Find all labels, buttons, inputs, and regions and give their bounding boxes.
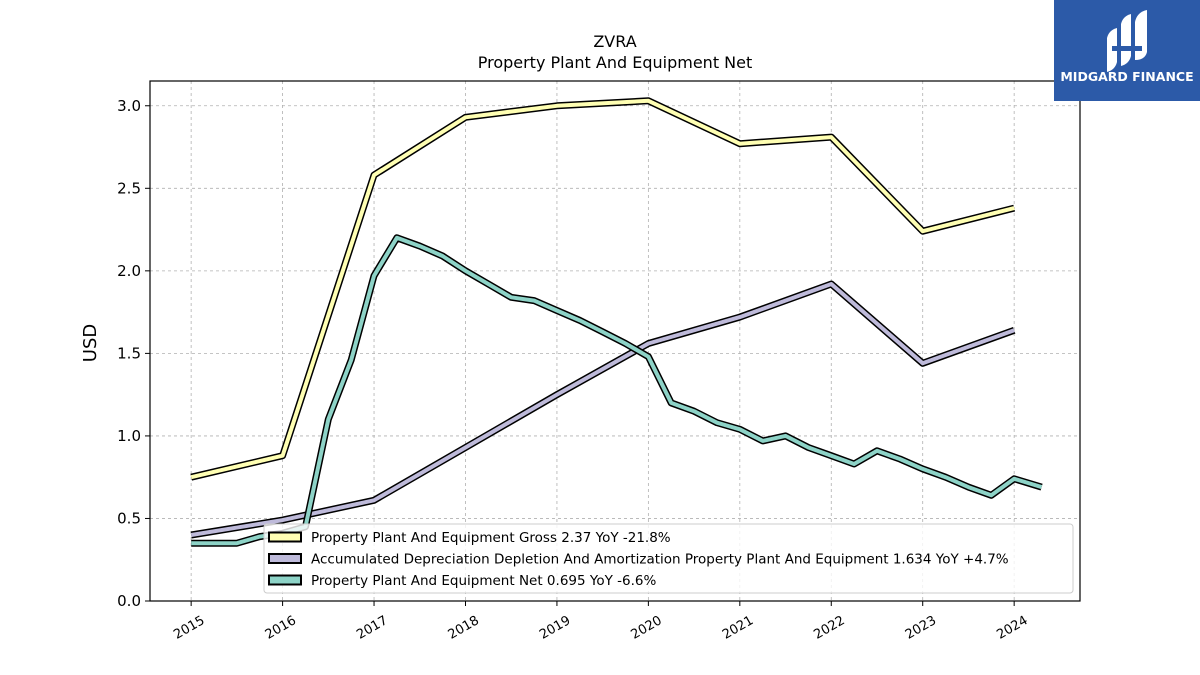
series-line-outline [190,97,1016,481]
legend: Property Plant And Equipment Gross 2.37 … [263,523,1074,594]
y-tick-label: 1.5 [117,344,141,362]
legend-label: Accumulated Depreciation Depletion And A… [311,552,1009,568]
y-tick-label: 3.0 [117,97,141,115]
x-tick-label: 2021 [720,613,756,643]
y-tick-label: 2.0 [117,262,141,280]
legend-swatch [268,531,302,543]
legend-swatch [268,553,302,564]
x-tick-label: 2017 [354,613,390,643]
series-0 [190,97,1016,481]
logo-text: MIDGARD FINANCE [1060,69,1193,84]
y-tick-label: 0.0 [117,592,141,610]
x-tick-label: 2024 [994,613,1030,643]
legend-item: Accumulated Depreciation Depletion And A… [268,552,1009,568]
series-line [191,235,1043,546]
plot-frame [149,80,1081,602]
series-line [190,98,1015,480]
chart-title: ZVRA [593,32,636,51]
x-tick-label: 2019 [537,613,573,643]
series-2 [191,234,1043,547]
y-tick-label: 0.5 [117,509,141,527]
logo-mark-icon [1107,10,1147,72]
x-axis: 2015 2016 2017 2018 2019 2020 2021 2022 2023 2024 [171,601,1030,643]
y-axis: 0.0 0.5 1.0 1.5 2.0 2.5 3.0 [117,97,150,610]
legend-label: Property Plant And Equipment Net 0.695 Y… [311,573,656,589]
y-axis-label: USD [80,324,101,362]
legend-item: Property Plant And Equipment Net 0.695 Y… [268,573,656,589]
x-tick-label: 2015 [171,613,207,643]
x-tick-label: 2016 [263,613,299,643]
legend-swatch [268,574,302,586]
x-tick-label: 2022 [811,613,847,643]
y-tick-label: 1.0 [117,427,141,445]
x-tick-label: 2020 [629,613,665,643]
y-tick-label: 2.5 [117,179,141,197]
legend-box [263,523,1074,594]
midgard-finance-logo: MIDGARD FINANCE [1054,0,1200,101]
series-1 [190,280,1016,539]
x-tick-label: 2018 [446,613,482,643]
legend-item: Property Plant And Equipment Gross 2.37 … [268,530,671,546]
series-line-outline [191,234,1043,547]
chart-subtitle: Property Plant And Equipment Net [478,53,753,72]
plot-lines [190,97,1043,547]
series-line [190,282,1015,537]
legend-label: Property Plant And Equipment Gross 2.37 … [311,530,671,546]
x-tick-label: 2023 [903,613,939,643]
